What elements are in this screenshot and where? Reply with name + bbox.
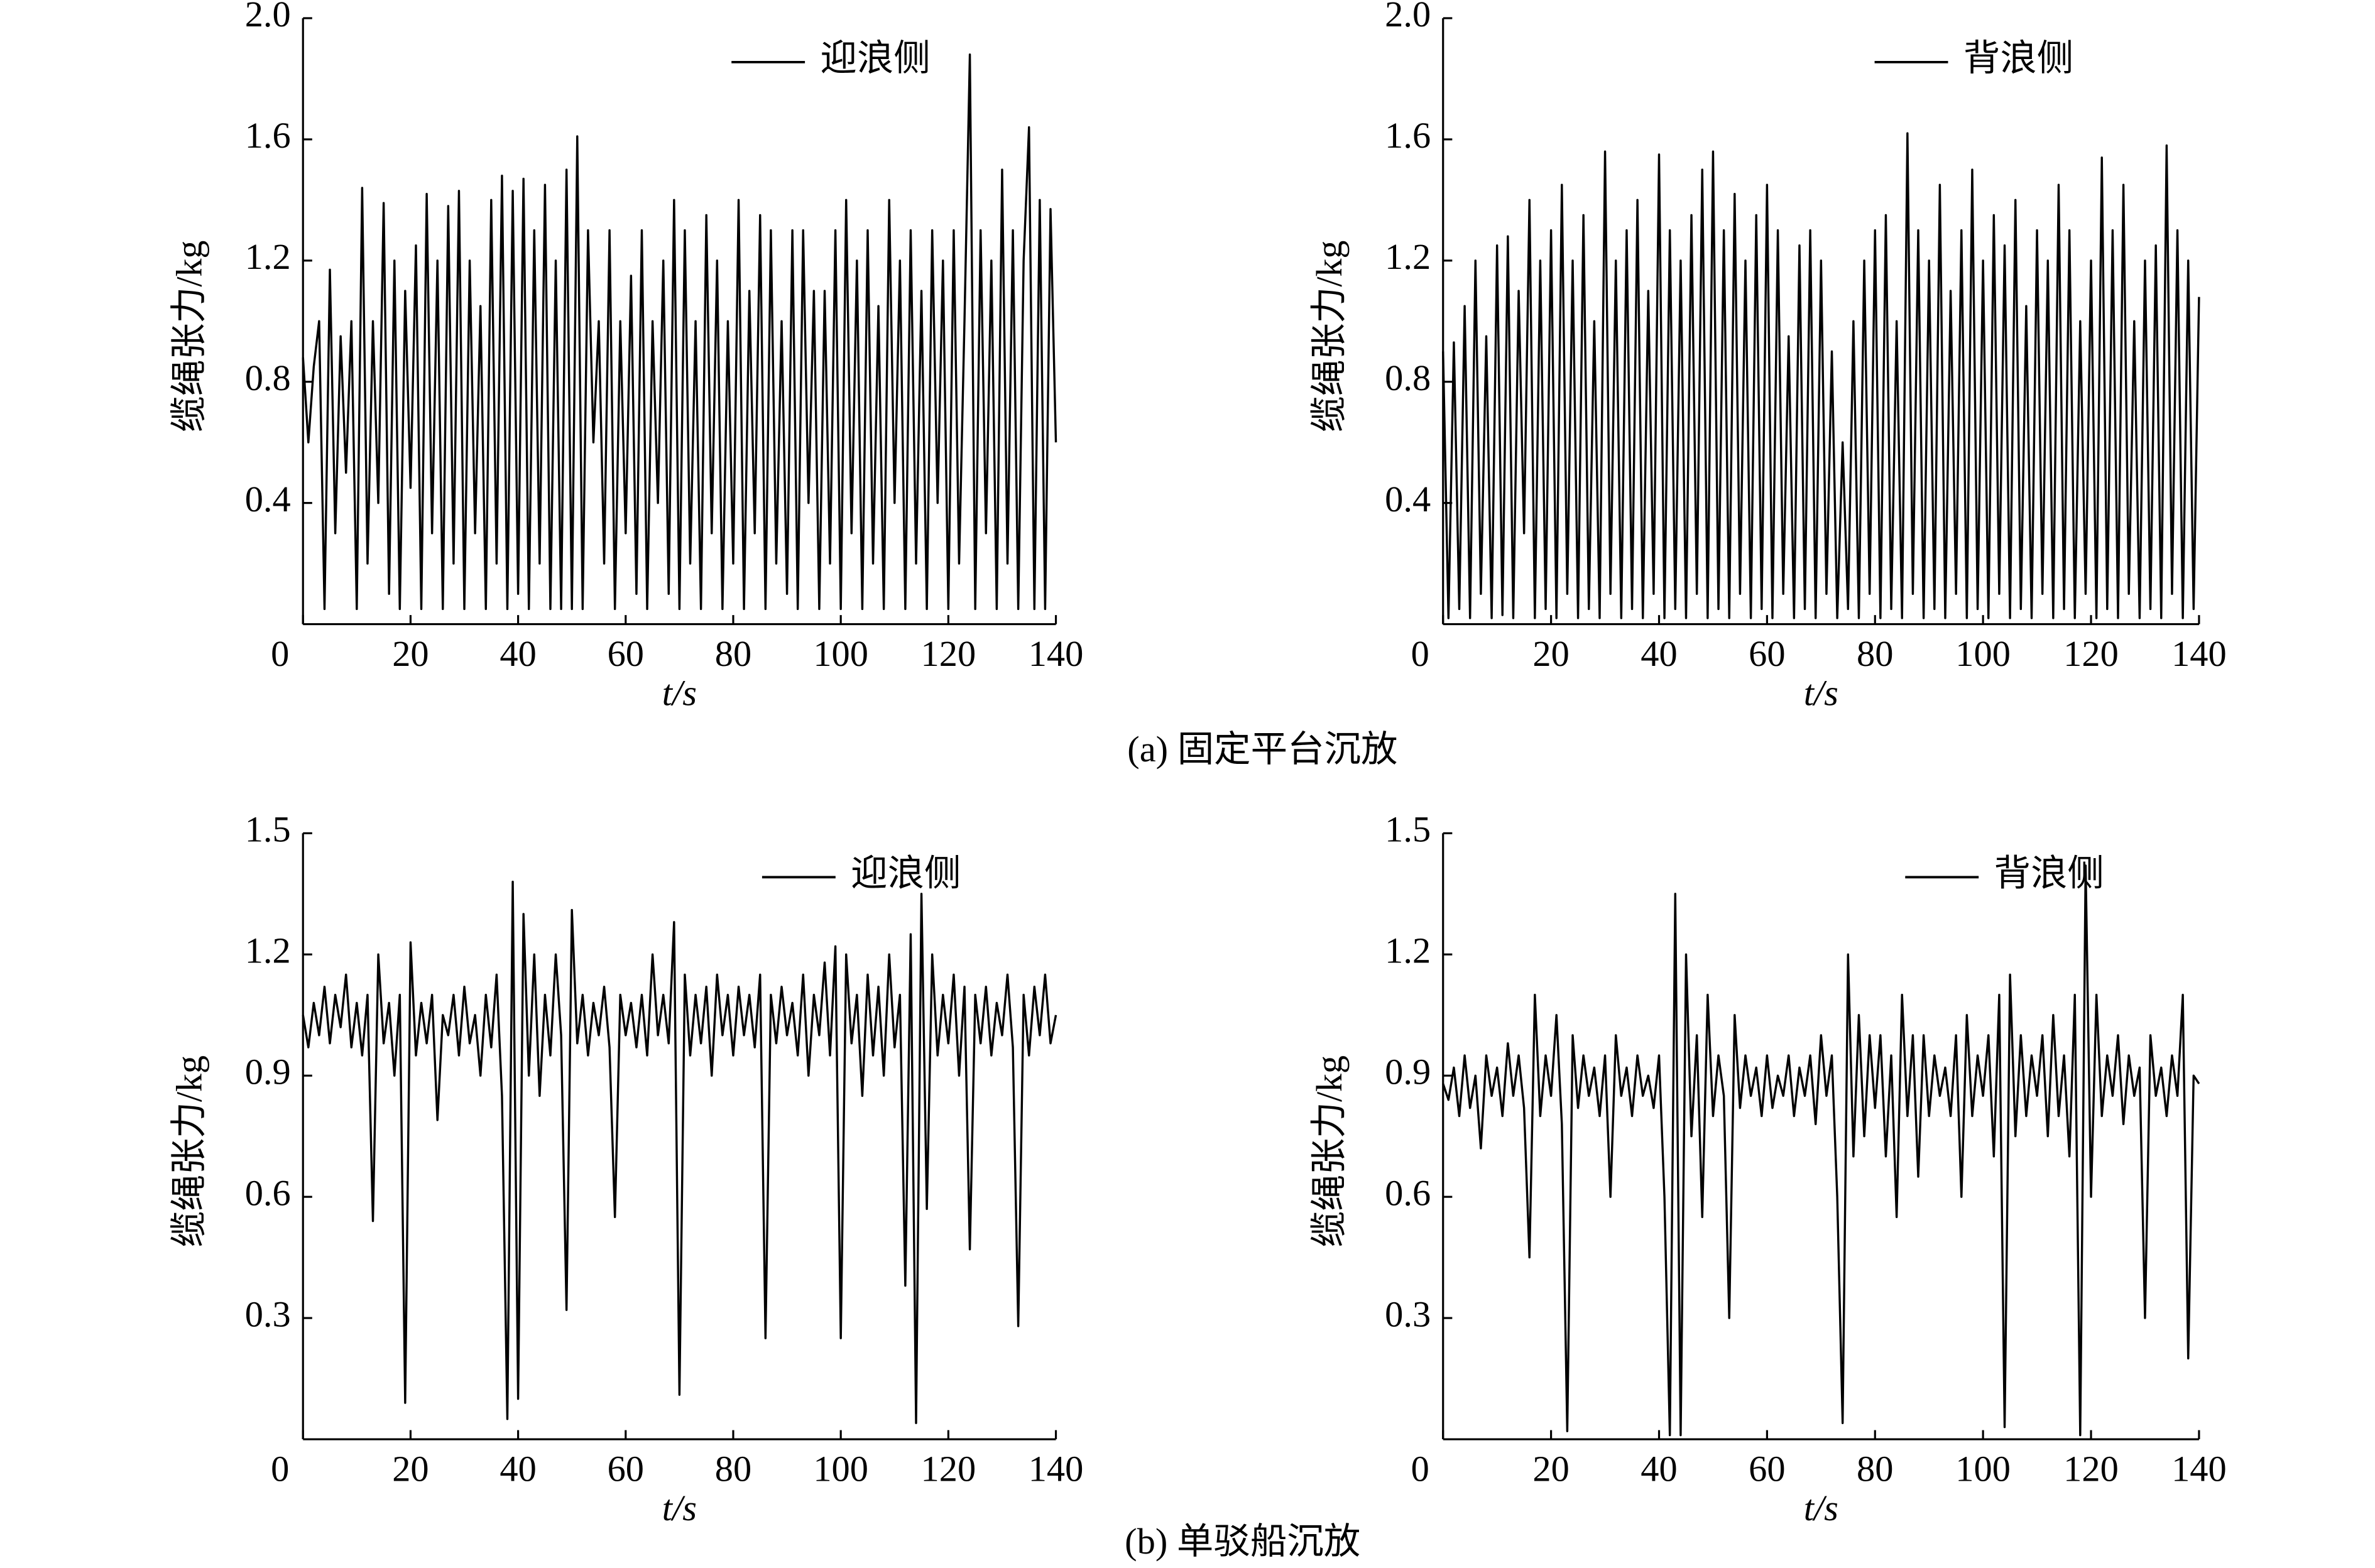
legend-label: 背浪侧 (1963, 38, 2073, 79)
x-tick-label: 40 (500, 1449, 536, 1489)
x-tick-label: 80 (1857, 1449, 1893, 1489)
x-tick-label: 140 (2171, 1449, 2227, 1489)
y-tick-label: 1.6 (1385, 115, 1431, 156)
x-tick-label: 120 (921, 1449, 976, 1489)
y-tick-label: 1.2 (1385, 236, 1431, 277)
y-tick-label: 2.0 (1385, 0, 1431, 35)
y-axis-label: 缆绳张力/kg (1309, 1055, 1350, 1247)
x-tick-label: 0 (271, 1449, 289, 1489)
x-tick-label: 60 (608, 1449, 644, 1489)
x-tick-label: 120 (2063, 1449, 2119, 1489)
chart: 0.3 0.6 0.9 1.2 1.5 0 20 40 60 80 100 120 140 t/s 缆绳张力… (1309, 809, 2227, 1528)
x-tick-label: 80 (715, 1449, 751, 1489)
x-axis-label: t/s (662, 673, 697, 714)
y-tick-label: 0.8 (1385, 357, 1431, 398)
x-tick-label: 40 (500, 633, 536, 674)
chart: 0.3 0.6 0.9 1.2 1.5 0 20 40 60 80 100 120 140 t/s 缆绳张力… (168, 809, 1083, 1528)
data-line (302, 880, 1057, 1424)
y-axis-label: 缆绳张力/kg (168, 1055, 209, 1247)
x-tick-label: 60 (1749, 633, 1785, 674)
y-tick-label: 0.6 (1385, 1173, 1431, 1214)
chart: 0.4 0.8 1.2 1.6 2.0 0 20 40 60 80 100 120 140 t/s 缆绳张力… (1309, 0, 2227, 714)
chart: 0.4 0.8 1.2 1.6 2.0 0 20 40 60 80 100 120 140 t/s 缆绳张力… (168, 0, 1083, 714)
x-tick-label: 60 (1749, 1449, 1785, 1489)
x-tick-label: 20 (392, 1449, 429, 1489)
y-tick-label: 1.2 (245, 236, 291, 277)
y-tick-label: 1.5 (245, 809, 291, 850)
caption: (b) 单驳船沉放 (1125, 1521, 1360, 1562)
y-tick-label: 1.6 (245, 115, 291, 156)
x-tick-label: 20 (392, 633, 429, 674)
x-tick-label: 80 (715, 633, 751, 674)
x-tick-label: 40 (1641, 633, 1677, 674)
y-tick-label: 0.8 (245, 357, 291, 398)
x-tick-label: 120 (2063, 633, 2119, 674)
y-axis-label: 缆绳张力/kg (168, 241, 209, 432)
x-axis-label: t/s (1804, 1488, 1838, 1528)
x-axis-label: t/s (662, 1488, 697, 1528)
x-tick-label: 20 (1532, 1449, 1569, 1489)
y-axis-label: 缆绳张力/kg (1309, 241, 1350, 432)
x-tick-label: 100 (1955, 633, 2011, 674)
x-tick-label: 100 (813, 633, 868, 674)
x-tick-label: 0 (1411, 633, 1429, 674)
x-tick-label: 80 (1857, 633, 1893, 674)
y-tick-label: 0.3 (1385, 1294, 1431, 1335)
y-tick-label: 0.4 (1385, 479, 1431, 520)
x-tick-label: 40 (1641, 1449, 1677, 1489)
x-tick-label: 0 (1411, 1449, 1429, 1489)
y-tick-label: 0.3 (245, 1294, 291, 1335)
y-tick-label: 0.6 (245, 1173, 291, 1214)
y-tick-label: 0.9 (1385, 1052, 1431, 1092)
x-tick-label: 140 (1029, 633, 1084, 674)
data-line (1442, 864, 2200, 1437)
legend-label: 背浪侧 (1994, 853, 2104, 894)
y-tick-label: 0.4 (245, 479, 291, 520)
legend-label: 迎浪侧 (851, 853, 961, 894)
x-tick-label: 100 (1955, 1449, 2011, 1489)
data-line (1442, 132, 2200, 619)
x-tick-label: 60 (608, 633, 644, 674)
y-tick-label: 1.2 (1385, 930, 1431, 971)
x-tick-label: 140 (2171, 633, 2227, 674)
x-tick-label: 100 (813, 1449, 868, 1489)
x-tick-label: 0 (271, 633, 289, 674)
y-tick-label: 1.5 (1385, 809, 1431, 850)
caption: (a) 固定平台沉放 (1127, 729, 1397, 770)
y-tick-label: 2.0 (245, 0, 291, 35)
x-tick-label: 20 (1532, 633, 1569, 674)
data-line (302, 53, 1057, 611)
x-tick-label: 120 (921, 633, 976, 674)
legend-label: 迎浪侧 (820, 38, 930, 79)
x-tick-label: 140 (1029, 1449, 1084, 1489)
y-tick-label: 1.2 (245, 930, 291, 971)
x-axis-label: t/s (1804, 673, 1838, 714)
y-tick-label: 0.9 (245, 1052, 291, 1092)
